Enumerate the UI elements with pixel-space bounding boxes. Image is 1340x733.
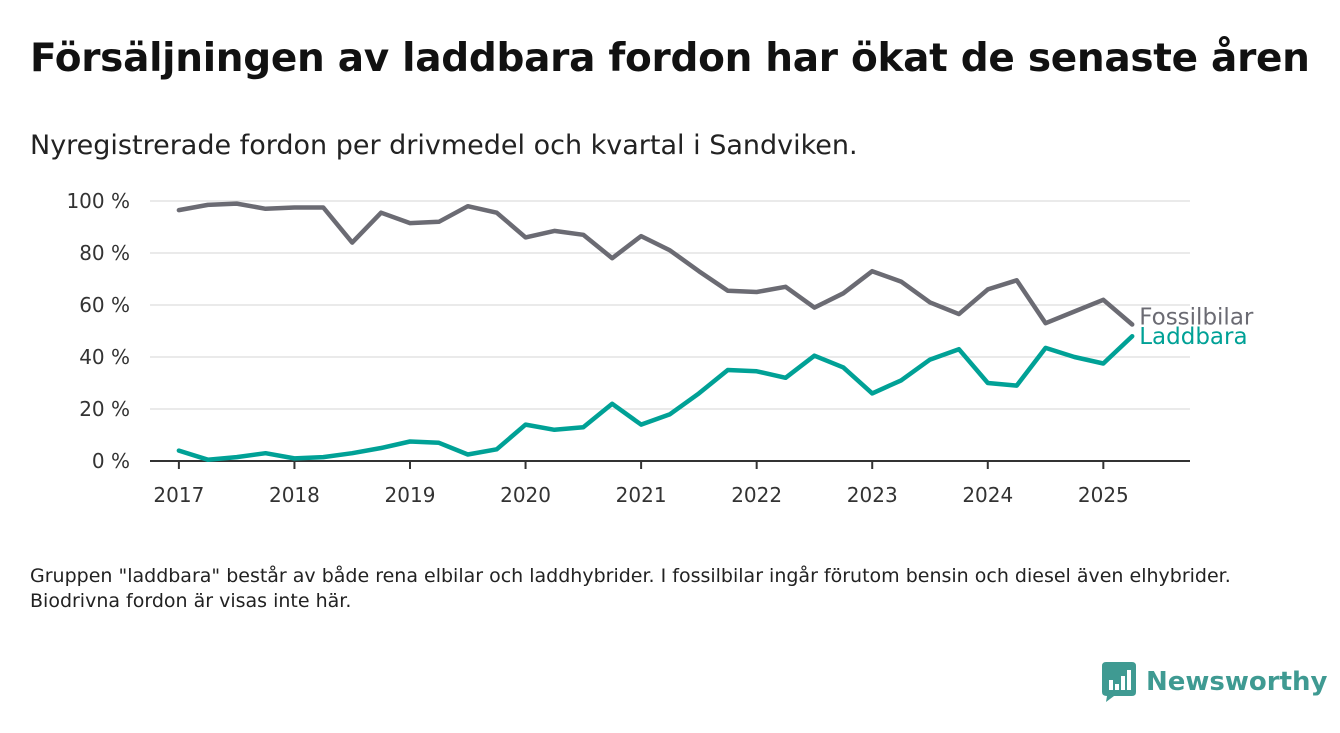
grid-lines <box>150 200 1190 410</box>
y-tick-label: 80 % <box>79 241 130 265</box>
series-line-laddbara <box>176 333 1135 462</box>
y-tick-label: 0 % <box>92 449 130 473</box>
x-tick-label: 2017 <box>153 483 204 507</box>
x-tick-label: 2019 <box>385 483 436 507</box>
x-tick-label: 2024 <box>962 483 1013 507</box>
x-axis: 2017 2018 2019 2020 2021 2022 2023 2024 2025 <box>150 460 1190 507</box>
x-tick-label: 2022 <box>731 483 782 507</box>
y-tick-label: 20 % <box>79 397 130 421</box>
footnote: Gruppen "laddbara" består av både rena e… <box>30 565 1231 612</box>
x-tick-label: 2025 <box>1078 483 1129 507</box>
line-chart: 0 % 20 % 40 % 60 % 80 % 100 % 2017 2018 2019 202… <box>66 189 1254 507</box>
series-label-laddbara: Laddbara <box>1139 324 1247 350</box>
y-tick-label: 60 % <box>79 293 130 317</box>
x-tick-label: 2018 <box>269 483 320 507</box>
y-axis: 0 % 20 % 40 % 60 % 80 % 100 % <box>66 189 130 473</box>
chart-subtitle: Nyregistrerade fordon per drivmedel och … <box>30 130 858 161</box>
series-lines <box>176 201 1135 462</box>
x-tick-label: 2021 <box>616 483 667 507</box>
newsworthy-logo-icon <box>1102 662 1136 702</box>
series-line-fossilbilar <box>176 201 1135 327</box>
series-label-fossilbilar: Fossilbilar <box>1139 305 1254 331</box>
x-tick-label: 2020 <box>500 483 551 507</box>
y-tick-label: 40 % <box>79 345 130 369</box>
y-tick-label: 100 % <box>66 189 130 213</box>
x-tick-label: 2023 <box>847 483 898 507</box>
chart-title: Försäljningen av laddbara fordon har öka… <box>30 36 1310 81</box>
brand-name: Newsworthy <box>1146 667 1328 697</box>
brand-logo: Newsworthy <box>1102 662 1327 702</box>
